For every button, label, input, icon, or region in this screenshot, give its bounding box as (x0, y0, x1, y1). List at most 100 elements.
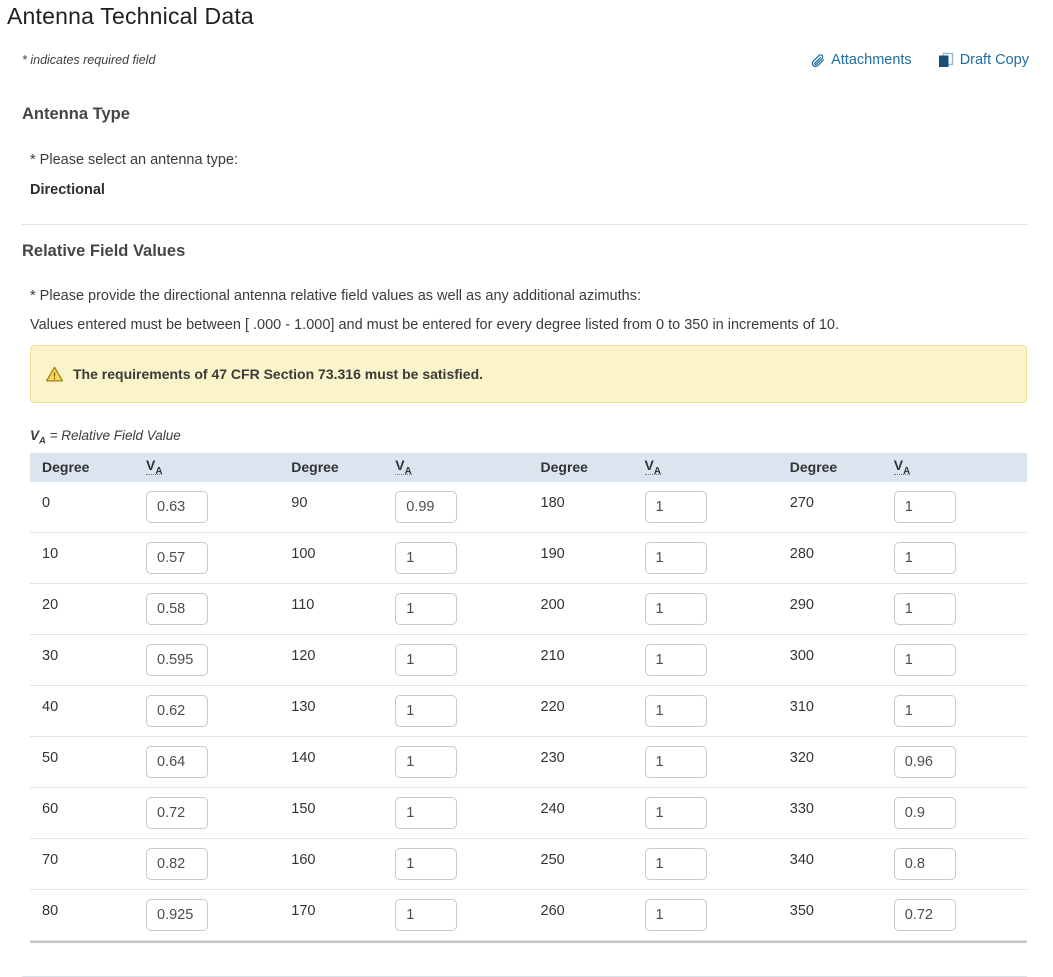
table-row: 40 130 220 310 (30, 686, 1027, 737)
va-input-340[interactable] (893, 847, 956, 880)
degree-label-50: 50 (42, 749, 59, 766)
va-input-180[interactable] (644, 490, 707, 523)
table-row: 50 140 230 320 (30, 737, 1027, 788)
va-input-120[interactable] (395, 643, 458, 676)
va-column-header: VA (644, 457, 661, 478)
degree-label-260: 260 (540, 902, 565, 919)
va-input-240[interactable] (644, 796, 707, 829)
degree-column-header: Degree (789, 459, 838, 476)
table-header-row: Degree VA Degree VA Degree VA Degree VA (30, 452, 1027, 482)
va-input-50[interactable] (146, 745, 208, 778)
antenna-technical-data-page: Antenna Technical Data * indicates requi… (0, 3, 1053, 977)
va-input-330[interactable] (893, 796, 956, 829)
va-input-170[interactable] (395, 898, 458, 931)
degree-label-210: 210 (540, 647, 565, 664)
header-links: Attachments Draft Copy (810, 52, 1029, 68)
table-row: 70 160 250 340 (30, 839, 1027, 890)
relative-field-values-section: Relative Field Values * Please provide t… (0, 242, 1053, 943)
va-input-350[interactable] (893, 898, 956, 931)
degree-label-160: 160 (291, 851, 316, 868)
copy-icon (938, 52, 954, 68)
required-field-note: * indicates required field (22, 53, 156, 67)
page-title: Antenna Technical Data (7, 3, 254, 29)
degree-label-200: 200 (540, 596, 565, 613)
va-input-40[interactable] (146, 694, 208, 727)
va-input-230[interactable] (644, 745, 707, 778)
degree-label-100: 100 (291, 545, 316, 562)
degree-column-header: Degree (540, 459, 588, 476)
table-row: 80 170 260 350 (30, 890, 1027, 941)
va-input-30[interactable] (146, 643, 208, 676)
degree-label-120: 120 (291, 647, 316, 664)
va-input-70[interactable] (146, 847, 208, 880)
va-input-130[interactable] (395, 694, 458, 727)
table-row: 20 110 200 290 (30, 584, 1027, 635)
va-input-190[interactable] (644, 541, 707, 574)
va-column-header: VA (146, 457, 163, 478)
antenna-type-prompt: * Please select an antenna type: (30, 152, 238, 168)
warning-icon (45, 365, 64, 384)
va-input-300[interactable] (893, 643, 956, 676)
antenna-type-section: Antenna Type * Please select an antenna … (0, 105, 1053, 198)
warning-text: The requirements of 47 CFR Section 73.31… (73, 366, 484, 382)
degree-label-10: 10 (42, 545, 59, 562)
va-input-100[interactable] (395, 541, 458, 574)
table-row: 60 150 240 330 (30, 788, 1027, 839)
degree-label-290: 290 (789, 596, 814, 613)
degree-label-190: 190 (540, 545, 565, 562)
relative-field-values-heading: Relative Field Values (22, 242, 186, 260)
va-input-20[interactable] (146, 592, 208, 625)
warning-banner: The requirements of 47 CFR Section 73.31… (30, 345, 1027, 403)
degree-label-20: 20 (42, 596, 59, 613)
degree-label-240: 240 (540, 800, 565, 817)
section-divider (22, 224, 1027, 225)
va-input-320[interactable] (893, 745, 956, 778)
draft-copy-label: Draft Copy (959, 52, 1029, 68)
degree-label-180: 180 (540, 494, 565, 511)
va-input-110[interactable] (395, 592, 458, 625)
relative-field-instructions: Values entered must be between [ .000 - … (30, 317, 839, 333)
degree-label-110: 110 (291, 596, 315, 613)
va-input-310[interactable] (893, 694, 956, 727)
draft-copy-link[interactable]: Draft Copy (938, 52, 1029, 68)
degree-label-90: 90 (291, 494, 308, 511)
relative-field-table: Degree VA Degree VA Degree VA Degree VA … (30, 452, 1027, 941)
degree-label-230: 230 (540, 749, 565, 766)
degree-label-40: 40 (42, 698, 59, 715)
va-input-290[interactable] (893, 592, 956, 625)
va-input-280[interactable] (893, 541, 956, 574)
va-legend-text: = Relative Field Value (49, 428, 181, 443)
degree-label-270: 270 (789, 494, 814, 511)
va-input-200[interactable] (644, 592, 707, 625)
va-input-220[interactable] (644, 694, 707, 727)
antenna-type-value: Directional (30, 182, 105, 198)
va-input-270[interactable] (893, 490, 956, 523)
attachments-link[interactable]: Attachments (810, 52, 912, 68)
va-input-150[interactable] (395, 796, 458, 829)
va-input-0[interactable] (146, 490, 208, 523)
va-input-260[interactable] (644, 898, 707, 931)
degree-label-30: 30 (42, 647, 59, 664)
degree-label-310: 310 (789, 698, 814, 715)
attachments-label: Attachments (831, 52, 912, 68)
va-input-60[interactable] (146, 796, 208, 829)
antenna-type-heading: Antenna Type (22, 105, 130, 123)
relative-field-prompt: * Please provide the directional antenna… (30, 288, 641, 304)
va-input-160[interactable] (395, 847, 458, 880)
va-input-90[interactable] (395, 490, 458, 523)
degree-label-300: 300 (789, 647, 814, 664)
va-input-80[interactable] (146, 898, 208, 931)
va-input-140[interactable] (395, 745, 458, 778)
degree-column-header: Degree (42, 459, 90, 476)
degree-label-170: 170 (291, 902, 316, 919)
va-input-10[interactable] (146, 541, 208, 574)
va-input-210[interactable] (644, 643, 707, 676)
degree-column-header: Degree (291, 459, 339, 476)
va-legend: VA = Relative Field Value (30, 428, 181, 447)
va-column-header: VA (395, 457, 412, 478)
va-input-250[interactable] (644, 847, 707, 880)
degree-label-0: 0 (42, 494, 51, 511)
paperclip-icon (810, 53, 825, 68)
degree-label-250: 250 (540, 851, 565, 868)
table-row: 0 90 180 270 (30, 482, 1027, 533)
